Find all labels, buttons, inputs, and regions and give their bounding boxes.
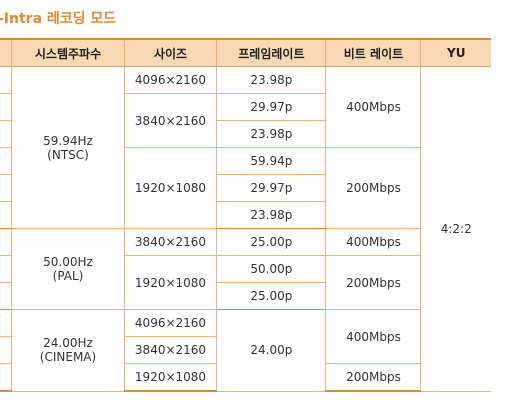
size-cell: 1920×1080 xyxy=(123,147,217,229)
table-row: 1920×1080 50.00p 200Mbps xyxy=(0,255,491,310)
freq-cinema-label: (CINEMA) xyxy=(39,350,97,365)
row-blank xyxy=(0,282,12,310)
table-row: 24.00Hz (CINEMA) 4096×2160 24.00p 400Mbp… xyxy=(0,309,491,392)
freq-ntsc: 59.94Hz (NTSC) xyxy=(11,66,125,229)
header-bit-rate: 비트 레이트 xyxy=(325,38,421,67)
size-cell: 1920×1080 xyxy=(123,363,217,392)
size-cell: 3840×2160 xyxy=(123,228,217,256)
header-system-frequency: 시스템주파수 xyxy=(11,38,125,67)
header-blank xyxy=(0,38,12,67)
fps-cell: 25.00p xyxy=(216,282,326,310)
row-blank xyxy=(0,93,12,121)
size-cell: 1920×1080 xyxy=(123,255,217,310)
row-blank xyxy=(0,228,12,256)
yuv-cell: 4:2:2 xyxy=(420,66,491,392)
row-blank xyxy=(0,201,12,229)
bitrate-cell: 200Mbps xyxy=(325,255,421,310)
fps-cell: 24.00p xyxy=(216,309,326,392)
row-blank xyxy=(0,255,12,283)
recording-mode-table: 시스템주파수 사이즈 프레임레이트 비트 레이트 YU 59.94Hz (NTS… xyxy=(0,38,491,392)
fps-cell: 23.98p xyxy=(216,201,326,229)
row-blank xyxy=(0,66,12,94)
freq-ntsc-value: 59.94Hz xyxy=(43,133,93,148)
table-row: 29.97p xyxy=(0,174,491,202)
fps-cell: 50.00p xyxy=(216,255,326,283)
table-row: 50.00Hz (PAL) 3840×2160 25.00p 400Mbps xyxy=(0,228,491,310)
row-blank xyxy=(0,120,12,148)
size-cell: 4096×2160 xyxy=(123,309,217,337)
bitrate-cell: 400Mbps xyxy=(325,66,421,148)
row-blank xyxy=(0,336,12,364)
table-row: 59.94Hz (NTSC) 4096×2160 23.98p 400Mbps … xyxy=(0,66,491,392)
table-row: 1920×1080 200Mbps xyxy=(0,363,491,392)
freq-ntsc-label: (NTSC) xyxy=(47,147,89,162)
size-cell: 3840×2160 xyxy=(123,336,217,364)
header-frame-rate: 프레임레이트 xyxy=(216,38,326,67)
size-cell: 3840×2160 xyxy=(123,93,217,148)
freq-pal-label: (PAL) xyxy=(52,269,84,283)
fps-cell: 25.00p xyxy=(216,228,326,256)
table-header-row: 시스템주파수 사이즈 프레임레이트 비트 레이트 YU xyxy=(0,38,491,67)
table-row: 3840×2160 29.97p xyxy=(0,93,491,148)
freq-cinema: 24.00Hz (CINEMA) xyxy=(11,309,125,392)
row-blank xyxy=(0,174,12,202)
fps-cell: 23.98p xyxy=(216,66,326,94)
header-size: 사이즈 xyxy=(123,38,217,67)
table-row: 23.98p xyxy=(0,201,491,229)
size-cell: 4096×2160 xyxy=(123,66,217,94)
row-blank xyxy=(0,309,12,337)
freq-pal: 50.00Hz (PAL) xyxy=(11,228,125,310)
table-row: 1920×1080 59.94p 200Mbps xyxy=(0,147,491,229)
bitrate-cell: 200Mbps xyxy=(325,147,421,229)
row-blank xyxy=(0,363,12,392)
header-yuv: YU xyxy=(420,38,491,67)
table-row: 25.00p xyxy=(0,282,491,310)
table-row: 23.98p xyxy=(0,120,491,148)
fps-cell: 23.98p xyxy=(216,120,326,148)
freq-cinema-value: 24.00Hz xyxy=(43,336,93,351)
fps-cell: 29.97p xyxy=(216,174,326,202)
freq-pal-value: 50.00Hz xyxy=(43,255,93,269)
bitrate-cell: 400Mbps xyxy=(325,309,421,364)
page-title: -Intra 레코딩 모드 xyxy=(0,11,117,27)
bitrate-cell: 200Mbps xyxy=(325,363,421,392)
fps-cell: 59.94p xyxy=(216,147,326,175)
fps-cell: 29.97p xyxy=(216,93,326,121)
bitrate-cell: 400Mbps xyxy=(325,228,421,256)
row-blank xyxy=(0,147,12,175)
table-row: 3840×2160 xyxy=(0,336,491,364)
